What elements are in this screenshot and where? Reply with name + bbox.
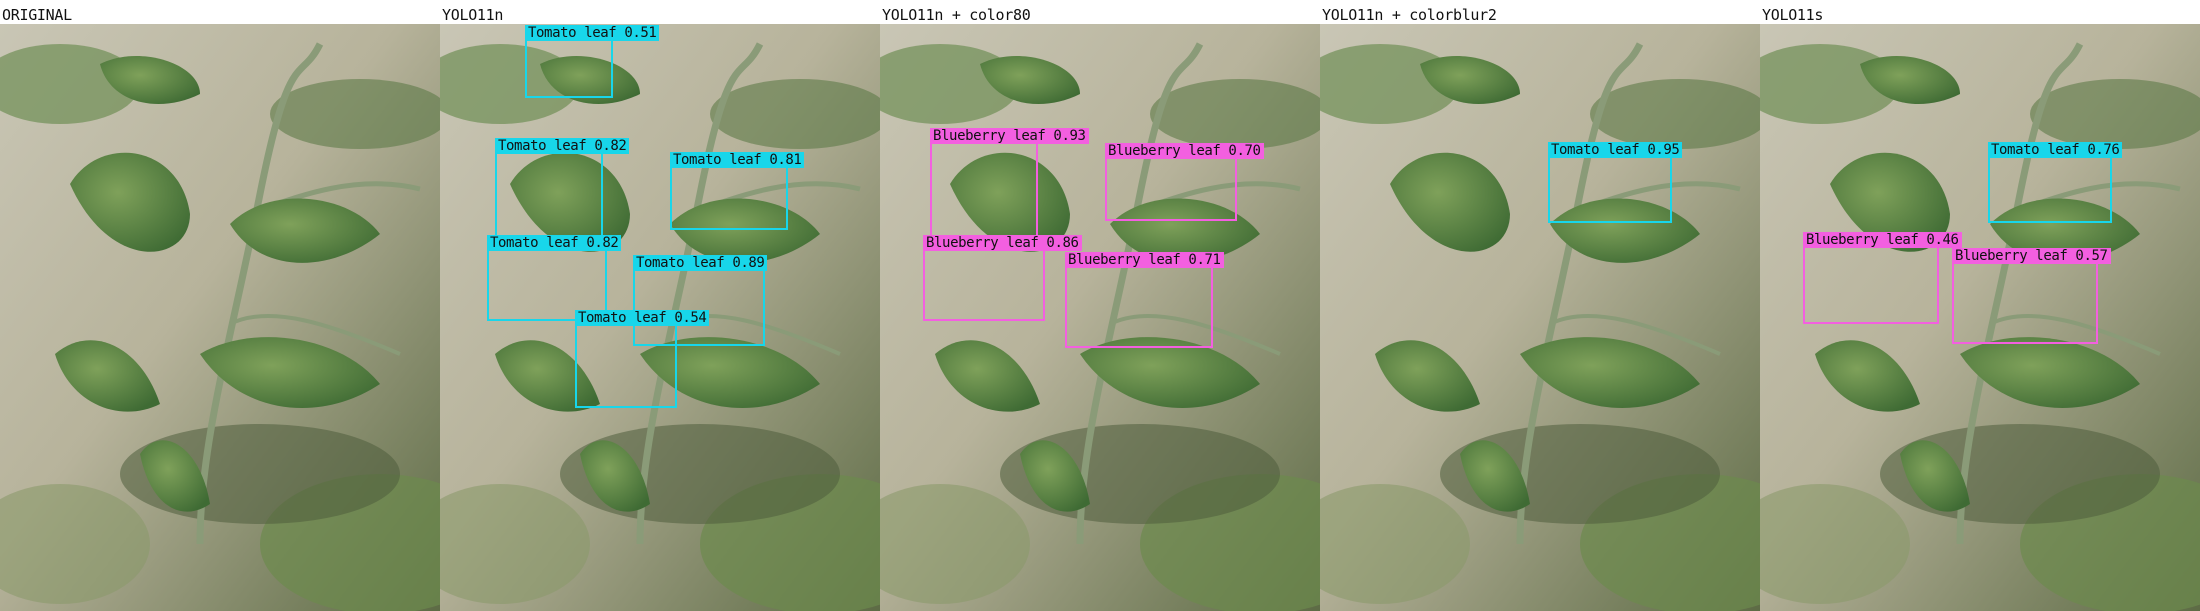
detection-label: Blueberry leaf 0.86 bbox=[923, 235, 1082, 251]
detection-box[interactable]: Tomato leaf 0.76 bbox=[1988, 142, 2123, 223]
detection-label: Blueberry leaf 0.46 bbox=[1803, 232, 1962, 248]
detection-label: Tomato leaf 0.82 bbox=[487, 235, 622, 251]
detection-label: Tomato leaf 0.51 bbox=[525, 25, 660, 41]
detection-label: Blueberry leaf 0.57 bbox=[1952, 248, 2111, 264]
detection-label: Tomato leaf 0.81 bbox=[670, 152, 805, 168]
detection-label: Tomato leaf 0.76 bbox=[1988, 142, 2123, 158]
panel-title: YOLO11n bbox=[442, 6, 504, 24]
panel-title: ORIGINAL bbox=[2, 6, 72, 24]
detection-box[interactable]: Blueberry leaf 0.46 bbox=[1803, 232, 1962, 324]
detection-label: Tomato leaf 0.95 bbox=[1548, 142, 1683, 158]
detection-box[interactable]: Tomato leaf 0.54 bbox=[575, 310, 710, 408]
detection-label: Blueberry leaf 0.93 bbox=[930, 128, 1089, 144]
panel-yolo11n: YOLO11n Tomato leaf 0.51 Tomato leaf 0.8… bbox=[440, 0, 880, 611]
detection-box[interactable]: Blueberry leaf 0.71 bbox=[1065, 252, 1224, 348]
leaf-photo: Tomato leaf 0.51 Tomato leaf 0.82 Tomato… bbox=[440, 24, 880, 611]
detection-box[interactable]: Tomato leaf 0.82 bbox=[487, 235, 622, 321]
detection-label: Blueberry leaf 0.71 bbox=[1065, 252, 1224, 268]
leaf-photo: Tomato leaf 0.76 Blueberry leaf 0.46 Blu… bbox=[1760, 24, 2200, 611]
panel-title: YOLO11s bbox=[1762, 6, 1824, 24]
detection-box[interactable]: Tomato leaf 0.81 bbox=[670, 152, 805, 230]
panel-yolo11s: YOLO11s Tomato leaf 0.76 Blueberry leaf … bbox=[1760, 0, 2200, 611]
panel-yolo11n-colorblur2: YOLO11n + colorblur2 Tomato leaf 0.95 bbox=[1320, 0, 1760, 611]
leaf-photo bbox=[0, 24, 440, 611]
detection-box[interactable]: Blueberry leaf 0.86 bbox=[923, 235, 1082, 321]
leaf-photo: Tomato leaf 0.95 bbox=[1320, 24, 1760, 611]
detection-box[interactable]: Tomato leaf 0.82 bbox=[495, 138, 630, 244]
detection-box[interactable]: Blueberry leaf 0.57 bbox=[1952, 248, 2111, 344]
panel-original: ORIGINAL bbox=[0, 0, 440, 611]
detection-label: Tomato leaf 0.89 bbox=[633, 255, 768, 271]
panel-title: YOLO11n + colorblur2 bbox=[1322, 6, 1497, 24]
detection-label: Blueberry leaf 0.70 bbox=[1105, 143, 1264, 159]
detection-box[interactable]: Blueberry leaf 0.70 bbox=[1105, 143, 1264, 221]
detection-label: Tomato leaf 0.82 bbox=[495, 138, 630, 154]
panel-title: YOLO11n + color80 bbox=[882, 6, 1031, 24]
detection-label: Tomato leaf 0.54 bbox=[575, 310, 710, 326]
detection-box[interactable]: Blueberry leaf 0.93 bbox=[930, 128, 1089, 242]
leaf-photo: Blueberry leaf 0.93 Blueberry leaf 0.70 … bbox=[880, 24, 1320, 611]
detection-box[interactable]: Tomato leaf 0.51 bbox=[525, 25, 660, 98]
panel-yolo11n-color80: YOLO11n + color80 Blueberry leaf 0.93 Bl… bbox=[880, 0, 1320, 611]
detection-box[interactable]: Tomato leaf 0.89 bbox=[633, 255, 768, 346]
detection-box[interactable]: Tomato leaf 0.95 bbox=[1548, 142, 1683, 223]
